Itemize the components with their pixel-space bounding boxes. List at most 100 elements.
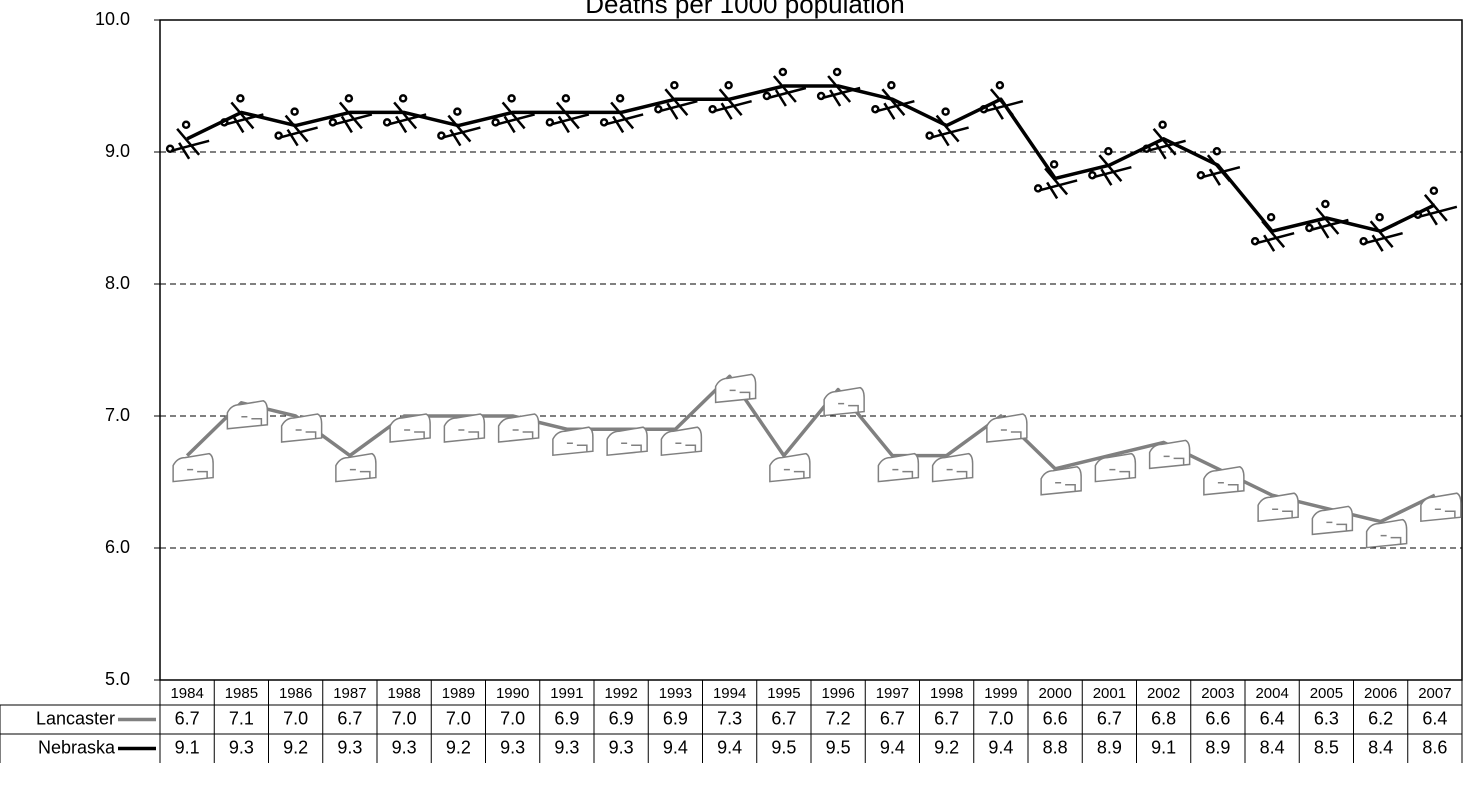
table-value: 6.4 bbox=[1422, 708, 1447, 728]
y-tick-label: 6.0 bbox=[105, 537, 130, 557]
mailbox-marker bbox=[986, 413, 1028, 443]
mailbox-marker bbox=[660, 426, 703, 457]
mailbox-marker bbox=[389, 413, 431, 443]
x-tick-label: 1989 bbox=[442, 685, 475, 702]
table-value: 8.8 bbox=[1043, 737, 1068, 757]
table-value: 6.4 bbox=[1260, 708, 1285, 728]
scissors-marker bbox=[1142, 120, 1186, 160]
mailbox-marker bbox=[877, 452, 920, 483]
table-value: 6.7 bbox=[934, 708, 959, 728]
scissors-marker bbox=[871, 81, 915, 120]
mailbox-marker bbox=[1257, 492, 1299, 523]
x-tick-label: 2002 bbox=[1147, 685, 1180, 702]
table-value: 9.3 bbox=[500, 737, 525, 757]
y-tick-label: 10.0 bbox=[95, 9, 130, 29]
y-tick-label: 7.0 bbox=[105, 405, 130, 425]
scissors-marker bbox=[274, 107, 318, 147]
table-value: 7.1 bbox=[229, 708, 254, 728]
scissors-marker bbox=[979, 81, 1024, 120]
mailbox-marker bbox=[931, 452, 974, 483]
x-tick-label: 2000 bbox=[1038, 685, 1071, 702]
table-value: 7.0 bbox=[446, 708, 471, 728]
mailbox-marker bbox=[606, 426, 648, 457]
table-value: 8.9 bbox=[1097, 737, 1122, 757]
mailbox-marker bbox=[823, 386, 865, 417]
table-value: 9.3 bbox=[609, 737, 634, 757]
x-tick-label: 2005 bbox=[1310, 685, 1343, 702]
table-value: 6.7 bbox=[771, 708, 796, 728]
x-tick-label: 1995 bbox=[767, 685, 800, 702]
table-value: 6.7 bbox=[880, 708, 905, 728]
scissors-marker bbox=[328, 94, 373, 134]
x-tick-label: 1987 bbox=[333, 685, 366, 702]
scissors-marker bbox=[816, 67, 861, 107]
table-value: 6.6 bbox=[1205, 708, 1230, 728]
table-value: 9.2 bbox=[446, 737, 471, 757]
table-value: 9.3 bbox=[229, 737, 254, 757]
x-tick-label: 1998 bbox=[930, 685, 963, 702]
scissors-marker bbox=[708, 81, 752, 120]
mailbox-marker bbox=[443, 413, 486, 443]
scissors-marker bbox=[165, 120, 210, 160]
table-value: 7.0 bbox=[392, 708, 417, 728]
scissors-marker bbox=[1413, 186, 1458, 226]
x-tick-label: 2006 bbox=[1364, 685, 1397, 702]
mailbox-marker bbox=[1420, 492, 1462, 523]
table-value: 8.4 bbox=[1260, 737, 1285, 757]
x-tick-label: 1984 bbox=[170, 685, 203, 702]
x-tick-label: 2001 bbox=[1093, 685, 1126, 702]
table-value: 6.7 bbox=[337, 708, 362, 728]
table-value: 6.2 bbox=[1368, 708, 1393, 728]
x-tick-label: 2003 bbox=[1201, 685, 1234, 702]
table-value: 7.3 bbox=[717, 708, 742, 728]
chart-title: Deaths per 1000 population bbox=[585, 0, 904, 19]
mailbox-marker bbox=[1365, 518, 1408, 549]
mailbox-marker bbox=[1148, 439, 1191, 470]
mailbox-marker bbox=[714, 373, 757, 404]
x-tick-label: 1988 bbox=[387, 685, 420, 702]
scissors-marker bbox=[762, 67, 807, 107]
mailbox-marker bbox=[226, 400, 269, 430]
table-value: 9.3 bbox=[554, 737, 579, 757]
x-tick-label: 1990 bbox=[496, 685, 529, 702]
table-value: 8.5 bbox=[1314, 737, 1339, 757]
table-value: 8.4 bbox=[1368, 737, 1393, 757]
scissors-marker bbox=[1196, 147, 1241, 186]
scissors-marker bbox=[654, 81, 698, 120]
scissors-marker bbox=[220, 94, 264, 134]
mailbox-marker bbox=[172, 452, 214, 483]
scissors-marker bbox=[1359, 213, 1403, 252]
x-tick-label: 2007 bbox=[1418, 685, 1451, 702]
scissors-marker bbox=[1088, 147, 1132, 186]
table-value: 9.1 bbox=[175, 737, 200, 757]
table-value: 6.3 bbox=[1314, 708, 1339, 728]
x-tick-label: 1993 bbox=[659, 685, 692, 702]
scissors-marker bbox=[599, 94, 644, 134]
x-tick-label: 1991 bbox=[550, 685, 583, 702]
table-value: 7.0 bbox=[283, 708, 308, 728]
table-value: 9.3 bbox=[392, 737, 417, 757]
table-value: 6.7 bbox=[1097, 708, 1122, 728]
table-value: 6.9 bbox=[554, 708, 579, 728]
scissors-marker bbox=[1250, 213, 1295, 252]
x-tick-label: 1992 bbox=[604, 685, 637, 702]
mailbox-marker bbox=[769, 452, 811, 483]
table-value: 6.9 bbox=[663, 708, 688, 728]
y-tick-label: 8.0 bbox=[105, 273, 130, 293]
table-value: 9.5 bbox=[771, 737, 796, 757]
scissors-marker bbox=[1033, 160, 1078, 200]
table-value: 8.6 bbox=[1422, 737, 1447, 757]
mailbox-marker bbox=[1040, 466, 1082, 496]
mailbox-marker bbox=[1311, 505, 1354, 536]
x-tick-label: 1996 bbox=[821, 685, 854, 702]
scissors-marker bbox=[491, 94, 535, 134]
table-value: 9.4 bbox=[988, 737, 1013, 757]
table-value: 8.9 bbox=[1205, 737, 1230, 757]
scissors-marker bbox=[545, 94, 590, 134]
scissors-marker bbox=[925, 107, 969, 147]
mailbox-marker bbox=[280, 413, 323, 443]
mailbox-marker bbox=[1203, 466, 1245, 496]
scissors-marker bbox=[382, 94, 427, 134]
table-value: 9.4 bbox=[663, 737, 688, 757]
